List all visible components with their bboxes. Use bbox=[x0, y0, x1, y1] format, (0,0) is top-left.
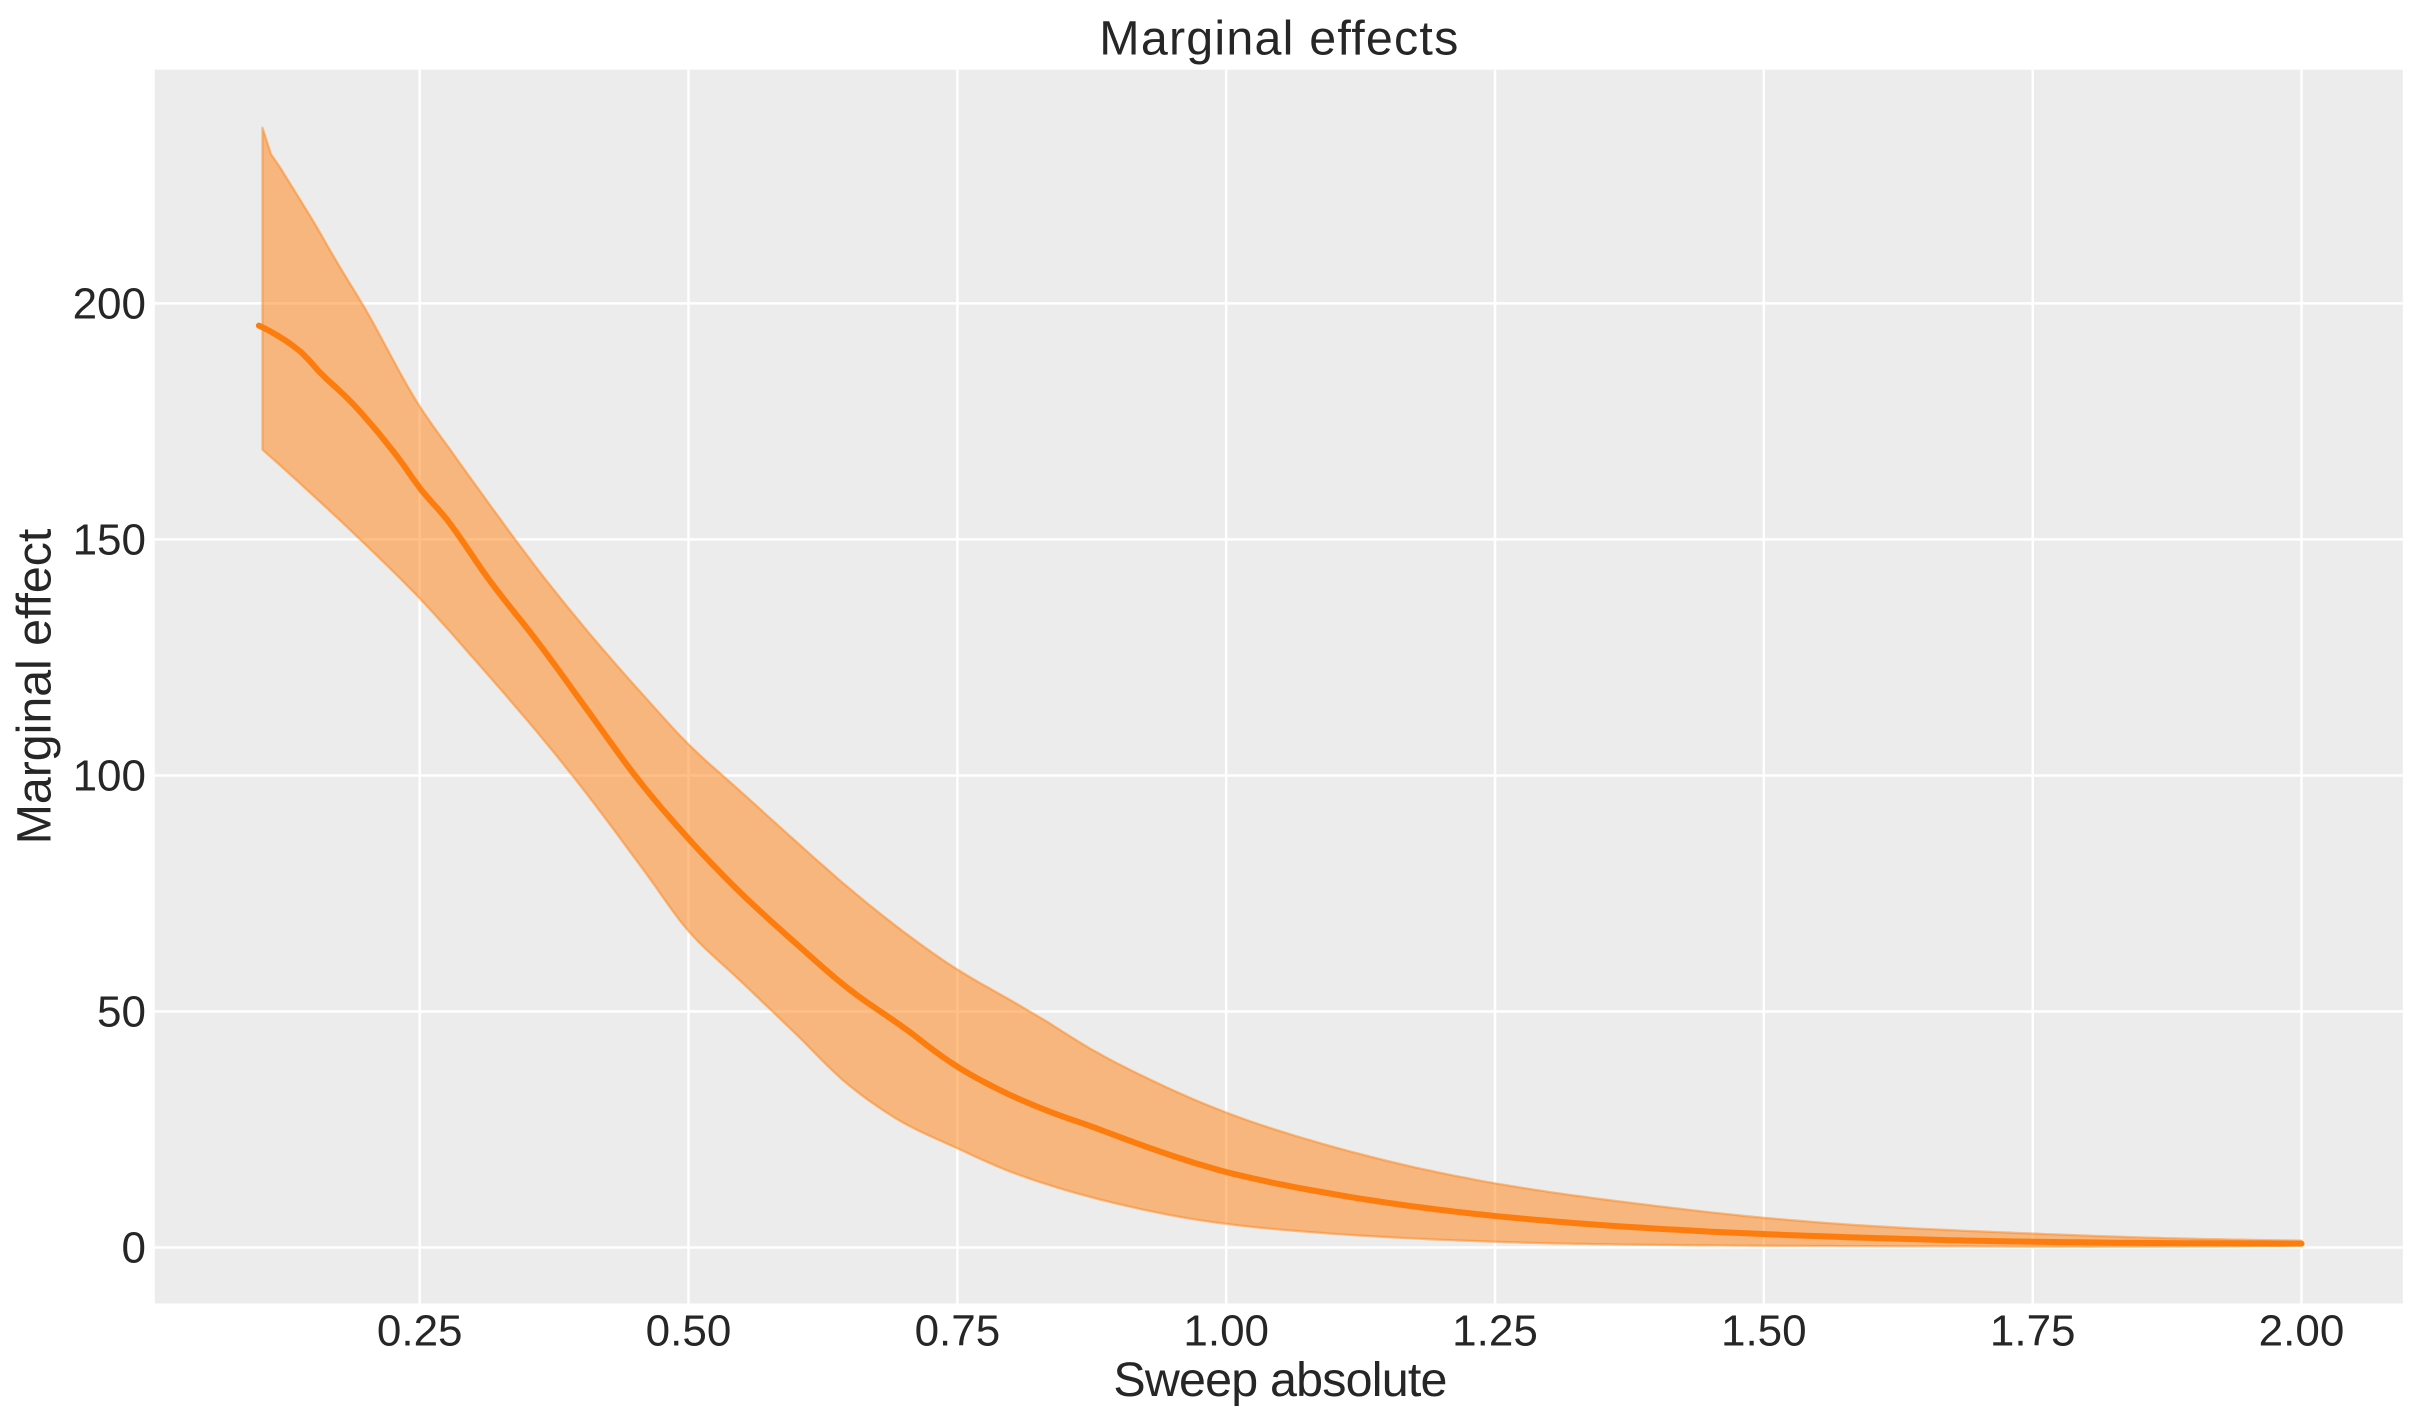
svg-text:Marginal effects: Marginal effects bbox=[1099, 11, 1458, 65]
svg-text:0.25: 0.25 bbox=[377, 1307, 463, 1356]
svg-text:0.50: 0.50 bbox=[646, 1307, 732, 1356]
svg-text:Marginal effect: Marginal effect bbox=[8, 528, 62, 844]
svg-text:50: 50 bbox=[97, 988, 146, 1037]
svg-text:100: 100 bbox=[73, 752, 146, 801]
svg-text:1.75: 1.75 bbox=[1990, 1307, 2076, 1356]
svg-text:200: 200 bbox=[73, 280, 146, 329]
svg-text:2.00: 2.00 bbox=[2259, 1307, 2345, 1356]
svg-text:1.25: 1.25 bbox=[1452, 1307, 1538, 1356]
svg-text:0.75: 0.75 bbox=[915, 1307, 1001, 1356]
svg-text:1.50: 1.50 bbox=[1721, 1307, 1807, 1356]
svg-text:Sweep absolute: Sweep absolute bbox=[1113, 1353, 1447, 1407]
svg-text:0: 0 bbox=[122, 1224, 146, 1273]
svg-text:1.00: 1.00 bbox=[1183, 1307, 1269, 1356]
svg-text:150: 150 bbox=[73, 516, 146, 565]
